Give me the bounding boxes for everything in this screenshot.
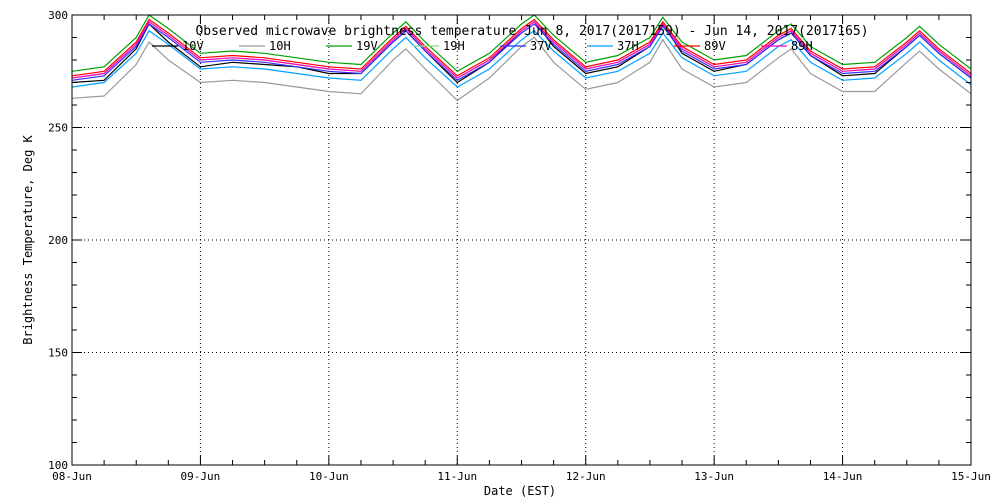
- data-series: [72, 15, 971, 102]
- tick-labels: 08-Jun 09-Jun 10-Jun 11-Jun 12-Jun 13-Jun 14-J…: [48, 9, 991, 483]
- y-tick-label: 300: [48, 9, 68, 22]
- x-tick-label: 13-Jun: [694, 470, 734, 483]
- legend-label-19v: 19V: [356, 39, 378, 53]
- series-line-37v: [72, 23, 971, 82]
- x-tick-label: 14-Jun: [823, 470, 863, 483]
- grid-lines: [72, 15, 971, 465]
- y-tick-label: 250: [48, 122, 68, 135]
- series-line-37h: [72, 29, 971, 88]
- series-line-89v: [72, 18, 971, 77]
- y-tick-label: 200: [48, 234, 68, 247]
- y-axis-label: Brightness Temperature, Deg K: [21, 134, 35, 344]
- legend-label-89h: 89H: [791, 39, 813, 53]
- legend: 10V 10H 19V 19H 37V 37H 89V 89H: [152, 39, 813, 53]
- legend-label-10h: 10H: [269, 39, 291, 53]
- legend-label-10v: 10V: [182, 39, 204, 53]
- axis-ticks: [71, 14, 972, 466]
- series-line-10h: [72, 36, 971, 102]
- x-axis-label: Date (EST): [484, 484, 556, 498]
- x-tick-label: 10-Jun: [309, 470, 349, 483]
- x-tick-label: 08-Jun: [52, 470, 92, 483]
- series-line-89h: [72, 20, 971, 79]
- legend-label-37h: 37H: [617, 39, 639, 53]
- chart-title: Observed microwave brightness temperatur…: [195, 24, 868, 39]
- x-tick-label: 15-Jun: [951, 470, 991, 483]
- plot-background: [72, 15, 971, 465]
- x-tick-label: 12-Jun: [566, 470, 606, 483]
- x-tick-label: 11-Jun: [437, 470, 477, 483]
- y-tick-label: 150: [48, 347, 68, 360]
- legend-label-37v: 37V: [530, 39, 552, 53]
- legend-label-89v: 89V: [704, 39, 726, 53]
- x-tick-label: 09-Jun: [181, 470, 221, 483]
- y-tick-label: 100: [48, 459, 68, 472]
- series-line-19v: [72, 15, 971, 73]
- legend-label-19h: 19H: [443, 39, 465, 53]
